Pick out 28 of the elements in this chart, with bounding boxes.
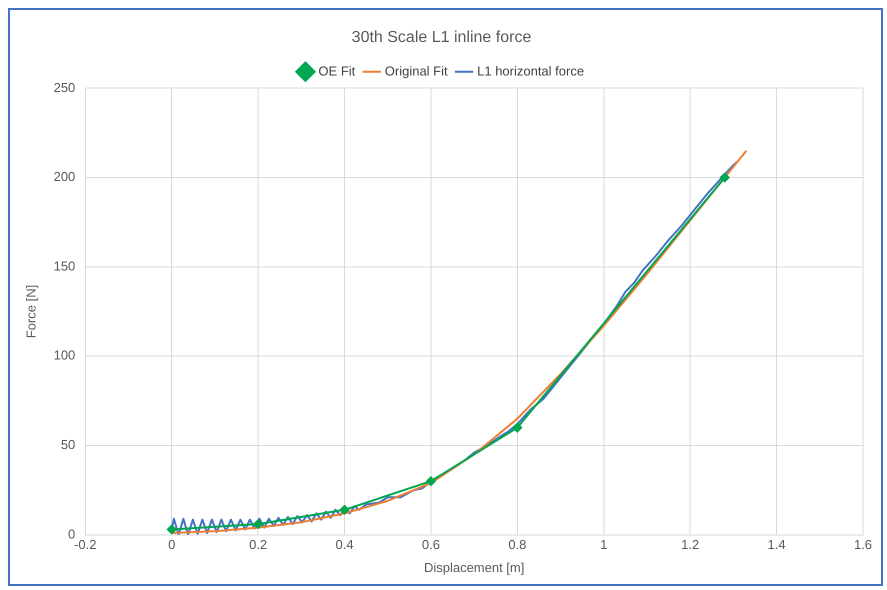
point: [340, 504, 350, 515]
point: [512, 422, 522, 433]
x-tick-label: 0: [168, 537, 176, 552]
y-tick-label: 100: [54, 348, 76, 363]
chart-title: 30th Scale L1 inline force: [352, 29, 532, 46]
x-tick-label: 1.6: [854, 537, 872, 552]
x-axis-title: Displacement [m]: [424, 560, 524, 575]
legend-label: Original Fit: [384, 63, 448, 78]
x-tick-label: 1.2: [681, 537, 700, 552]
legend-label: OE Fit: [318, 63, 356, 78]
y-tick-label: 150: [54, 258, 76, 274]
y-tick-label: 0: [68, 526, 76, 542]
x-tick-label: 0.8: [508, 537, 526, 552]
point: [166, 524, 177, 534]
x-tick-label: 1: [600, 537, 608, 552]
y-tick-label: 200: [54, 169, 76, 184]
point: [253, 519, 264, 530]
x-tick-label: 1.4: [768, 537, 786, 552]
y-axis-title: Force [N]: [23, 284, 38, 338]
x-tick-label: 0.2: [249, 537, 268, 552]
y-tick-label: 50: [60, 437, 76, 452]
x-tick-label: 0.4: [335, 537, 354, 552]
point: [426, 476, 436, 486]
x-tick-label: 0.6: [422, 537, 440, 552]
y-tick-label: 250: [54, 80, 76, 95]
point: [720, 172, 730, 183]
legend-label: L1 horizontal force: [477, 63, 584, 78]
x-tick-label: -0.2: [74, 537, 96, 552]
